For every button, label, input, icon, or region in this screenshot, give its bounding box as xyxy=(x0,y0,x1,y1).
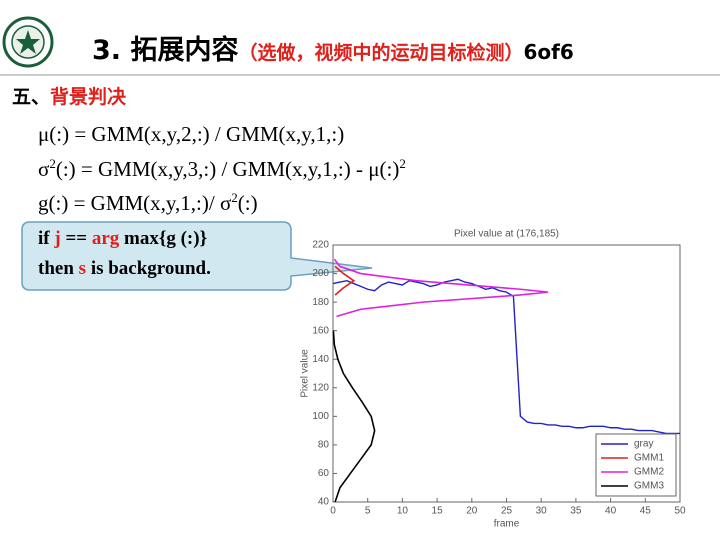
formula-text: (:) xyxy=(237,191,258,215)
callout-text: j xyxy=(54,228,61,249)
section-number: 五、 xyxy=(12,86,51,108)
superscript: 2 xyxy=(49,156,56,171)
callout xyxy=(21,221,373,291)
x-tick-label: 5 xyxy=(365,506,371,517)
y-tick-label: 160 xyxy=(312,325,329,336)
header: 3. 拓展内容（选做，视频中的运动目标检测）6of6 xyxy=(92,28,574,67)
callout-line: if j == arg max{g (:)} xyxy=(38,228,207,250)
callout-text: == xyxy=(60,228,92,249)
formula-text: (:) = GMM(x,y,3,:) / GMM(x,y,1,:) - μ(:) xyxy=(55,157,400,181)
x-tick-label: 40 xyxy=(605,506,617,517)
logo xyxy=(2,16,54,68)
y-tick-label: 60 xyxy=(318,468,330,479)
callout-text: then xyxy=(38,258,79,279)
page-number: 6of6 xyxy=(523,40,574,64)
y-tick-label: 80 xyxy=(318,440,330,451)
x-axis-label: frame xyxy=(494,519,520,530)
y-tick-label: 100 xyxy=(312,411,329,422)
x-tick-label: 50 xyxy=(674,506,686,517)
header-title: 拓展内容 xyxy=(130,35,239,66)
superscript: 2 xyxy=(399,156,406,171)
formula: σ2(:) = GMM(x,y,3,:) / GMM(x,y,1,:) - μ(… xyxy=(38,156,406,182)
formula-text: g(:) = GMM(x,y,1,:)/ σ xyxy=(38,191,232,215)
y-tick-label: 140 xyxy=(312,354,329,365)
x-tick-label: 30 xyxy=(536,506,548,517)
section: 五、背景判决 xyxy=(12,82,126,109)
series-line xyxy=(332,278,680,435)
callout-line: then s is background. xyxy=(38,258,211,280)
callout-text: arg xyxy=(91,228,120,249)
legend-label: GMM2 xyxy=(634,467,664,478)
x-tick-label: 25 xyxy=(501,506,513,517)
series-line xyxy=(333,258,549,318)
y-tick-label: 180 xyxy=(312,297,329,308)
y-axis-label: Pixel value xyxy=(300,349,311,398)
y-tick-label: 220 xyxy=(312,240,329,251)
legend-label: GMM1 xyxy=(634,453,664,464)
callout-text: is background. xyxy=(86,258,211,279)
x-tick-label: 35 xyxy=(570,506,582,517)
formula: g(:) = GMM(x,y,1,:)/ σ2(:) xyxy=(38,190,258,216)
callout-text: max{g (:)} xyxy=(119,228,208,249)
callout-text: s xyxy=(78,258,87,279)
section-title: 背景判决 xyxy=(50,86,127,108)
header-number: 3. xyxy=(92,35,122,66)
y-tick-label: 200 xyxy=(312,268,329,279)
x-tick-label: 0 xyxy=(330,506,336,517)
formula: μ(:) = GMM(x,y,2,:) / GMM(x,y,1,:) xyxy=(38,122,344,147)
y-tick-label: 120 xyxy=(312,382,329,393)
formula-text: σ xyxy=(38,157,50,181)
x-tick-label: 15 xyxy=(432,506,444,517)
series-line xyxy=(334,265,356,296)
x-tick-label: 45 xyxy=(640,506,652,517)
callout-text: if xyxy=(38,228,55,249)
series-line xyxy=(332,330,376,503)
chart-title: Pixel value at (176,185) xyxy=(454,229,559,240)
legend-label: gray xyxy=(634,439,653,450)
x-tick-label: 20 xyxy=(466,506,478,517)
legend-label: GMM3 xyxy=(634,481,664,492)
header-subtitle: （选做，视频中的运动目标检测） xyxy=(238,42,524,64)
x-tick-label: 10 xyxy=(397,506,409,517)
superscript: 2 xyxy=(231,190,238,205)
formula-text: μ(:) = GMM(x,y,2,:) / GMM(x,y,1,:) xyxy=(38,122,345,146)
y-tick-label: 40 xyxy=(318,497,330,508)
